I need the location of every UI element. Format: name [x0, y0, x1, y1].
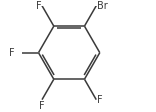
Text: F: F	[36, 1, 41, 11]
Text: F: F	[39, 101, 45, 111]
Text: F: F	[9, 48, 14, 58]
Text: Br: Br	[97, 1, 108, 11]
Text: F: F	[97, 95, 102, 105]
